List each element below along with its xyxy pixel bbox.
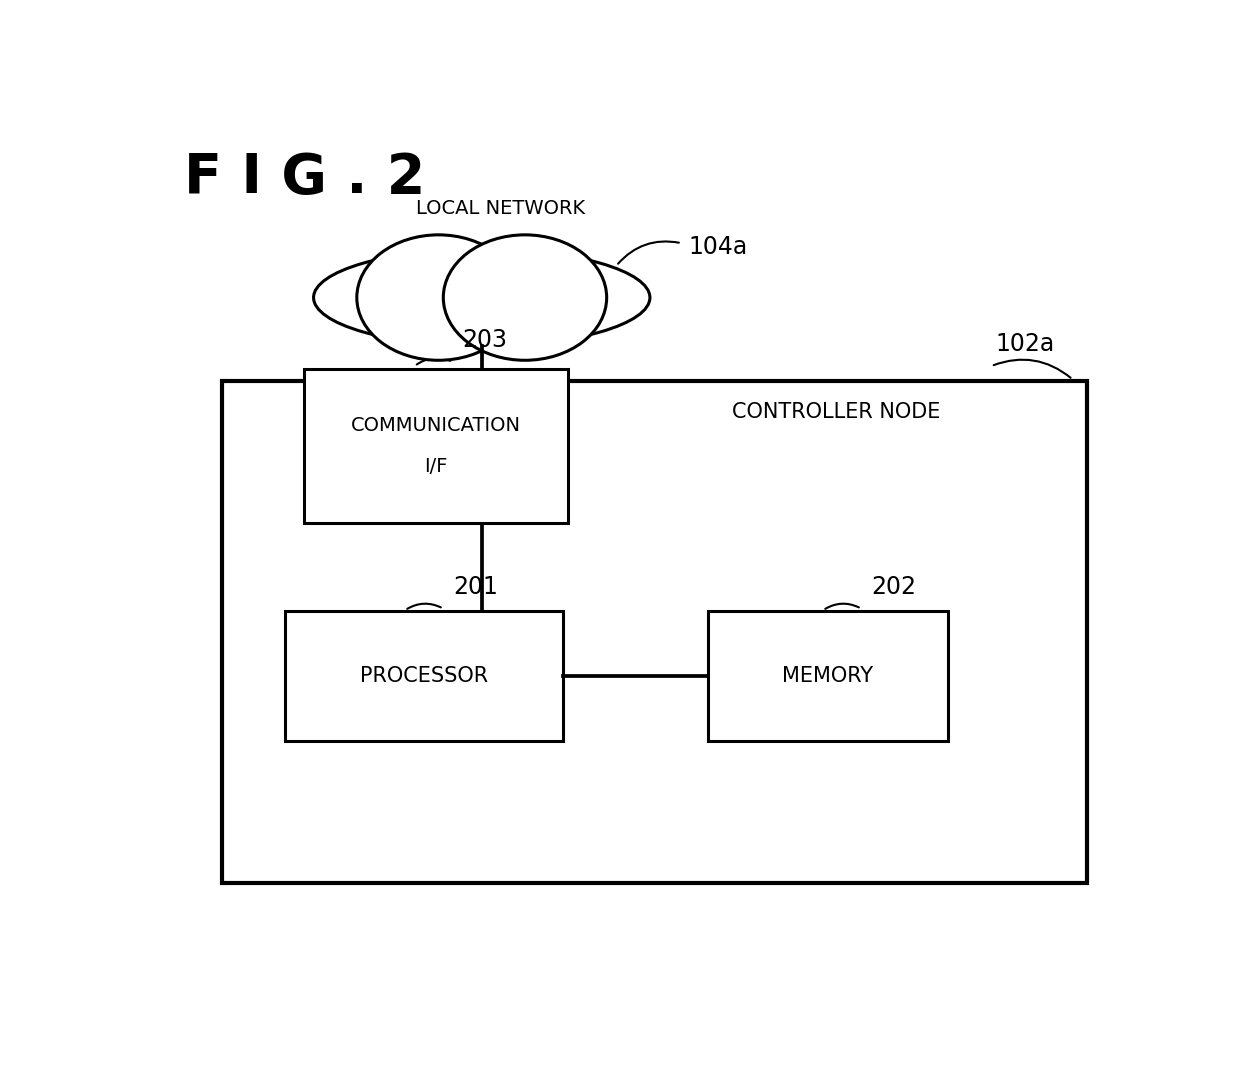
Text: COMMUNICATION: COMMUNICATION	[351, 416, 521, 434]
Text: MEMORY: MEMORY	[782, 666, 873, 686]
Bar	[222, 381, 1087, 883]
Bar	[304, 368, 568, 523]
Text: 203: 203	[463, 328, 507, 352]
Text: CONTROLLER NODE: CONTROLLER NODE	[732, 402, 940, 422]
Text: 102a: 102a	[996, 332, 1055, 356]
Text: I/F: I/F	[424, 457, 448, 477]
Bar	[285, 611, 563, 741]
Text: PROCESSOR: PROCESSOR	[360, 666, 489, 686]
Ellipse shape	[357, 235, 521, 361]
Ellipse shape	[314, 249, 650, 346]
Text: LOCAL NETWORK: LOCAL NETWORK	[417, 199, 585, 218]
Text: F I G . 2: F I G . 2	[184, 151, 425, 205]
Text: 201: 201	[453, 574, 497, 598]
Ellipse shape	[444, 235, 606, 361]
Bar	[708, 611, 947, 741]
Text: 104a: 104a	[688, 235, 748, 258]
Text: 202: 202	[870, 574, 916, 598]
